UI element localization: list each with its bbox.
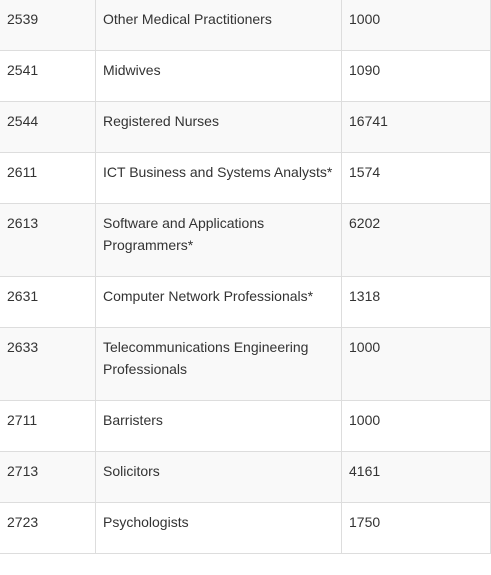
occupation-cell: Telecommunications Engineering Professio… xyxy=(95,327,342,401)
table-row: 2613 Software and Applications Programmer… xyxy=(0,203,491,277)
table-row: 2544 Registered Nurses 16741 xyxy=(0,101,491,153)
code-cell: 2723 xyxy=(0,502,96,554)
table-row: 2611 ICT Business and Systems Analysts* 15… xyxy=(0,152,491,204)
table-body: 2539 Other Medical Practitioners 1000 2541 M… xyxy=(0,0,491,554)
table-row: 2713 Solicitors 4161 xyxy=(0,451,491,503)
code-cell: 2544 xyxy=(0,101,96,153)
occupation-cell: Registered Nurses xyxy=(95,101,342,153)
code-cell: 2713 xyxy=(0,451,96,503)
table-row: 2539 Other Medical Practitioners 1000 xyxy=(0,0,491,51)
table-row: 2711 Barristers 1000 xyxy=(0,400,491,452)
occupation-cell: Midwives xyxy=(95,50,342,102)
table-row: 2633 Telecommunications Engineering Profe… xyxy=(0,327,491,401)
code-cell: 2539 xyxy=(0,0,96,51)
count-cell: 1574 xyxy=(341,152,491,204)
table-row: 2631 Computer Network Professionals* 1318 xyxy=(0,276,491,328)
table-row: 2541 Midwives 1090 xyxy=(0,50,491,102)
code-cell: 2631 xyxy=(0,276,96,328)
code-cell: 2613 xyxy=(0,203,96,277)
occupation-cell: Barristers xyxy=(95,400,342,452)
occupation-cell: Other Medical Practitioners xyxy=(95,0,342,51)
count-cell: 1000 xyxy=(341,327,491,401)
code-cell: 2541 xyxy=(0,50,96,102)
table-row: 2723 Psychologists 1750 xyxy=(0,502,491,554)
count-cell: 1750 xyxy=(341,502,491,554)
code-cell: 2711 xyxy=(0,400,96,452)
count-cell: 1090 xyxy=(341,50,491,102)
occupation-cell: ICT Business and Systems Analysts* xyxy=(95,152,342,204)
occupation-cell: Solicitors xyxy=(95,451,342,503)
count-cell: 16741 xyxy=(341,101,491,153)
occupation-cell: Psychologists xyxy=(95,502,342,554)
count-cell: 1000 xyxy=(341,400,491,452)
occupation-cell: Computer Network Professionals* xyxy=(95,276,342,328)
count-cell: 6202 xyxy=(341,203,491,277)
occupation-table: 2539 Other Medical Practitioners 1000 2541 M… xyxy=(0,0,491,554)
code-cell: 2633 xyxy=(0,327,96,401)
count-cell: 4161 xyxy=(341,451,491,503)
code-cell: 2611 xyxy=(0,152,96,204)
count-cell: 1318 xyxy=(341,276,491,328)
count-cell: 1000 xyxy=(341,0,491,51)
occupation-cell: Software and Applications Programmers* xyxy=(95,203,342,277)
